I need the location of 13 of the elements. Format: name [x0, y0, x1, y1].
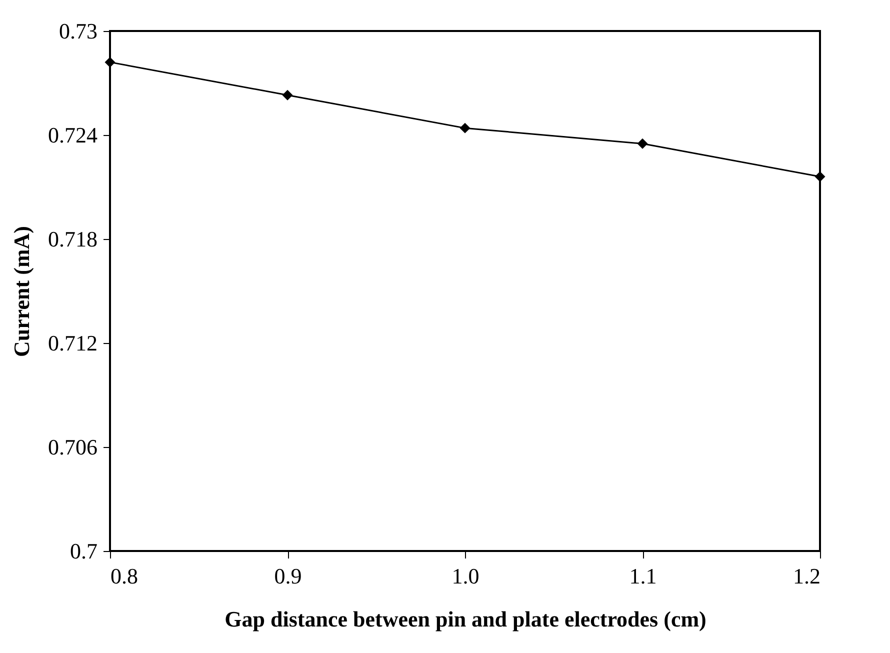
y-tick-label: 0.724: [48, 122, 98, 148]
x-tick-label: 1.0: [452, 564, 480, 588]
x-axis-title: Gap distance between pin and plate electrodes (cm): [224, 606, 706, 632]
x-tick-label: 0.9: [274, 564, 302, 588]
y-tick-label: 0.7: [70, 538, 98, 564]
y-tick-label: 0.706: [48, 434, 98, 460]
y-tick-label: 0.718: [48, 226, 98, 252]
y-axis-title: Current (mA): [9, 226, 34, 357]
y-tick-label: 0.712: [48, 330, 98, 356]
y-tick-label: 0.73: [59, 18, 98, 44]
x-tick-label: 1.2: [793, 564, 820, 588]
x-tick-label: 0.8: [110, 564, 138, 588]
x-tick-label: 1.1: [629, 564, 657, 588]
